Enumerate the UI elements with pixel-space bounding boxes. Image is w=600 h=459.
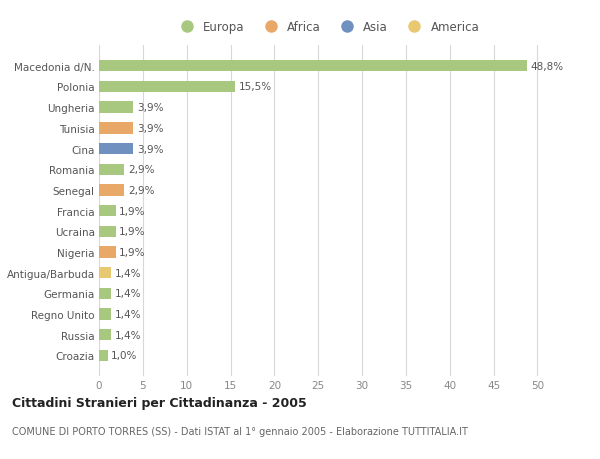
Text: 1,9%: 1,9% bbox=[119, 206, 146, 216]
Text: COMUNE DI PORTO TORRES (SS) - Dati ISTAT al 1° gennaio 2005 - Elaborazione TUTTI: COMUNE DI PORTO TORRES (SS) - Dati ISTAT… bbox=[12, 426, 468, 436]
Text: 3,9%: 3,9% bbox=[137, 103, 163, 113]
Text: 2,9%: 2,9% bbox=[128, 165, 154, 175]
Bar bbox=[99, 185, 124, 196]
Text: 1,9%: 1,9% bbox=[119, 247, 146, 257]
Bar bbox=[99, 82, 235, 93]
Bar bbox=[99, 206, 116, 217]
Bar bbox=[99, 102, 133, 113]
Bar bbox=[99, 268, 111, 279]
Text: 1,4%: 1,4% bbox=[115, 330, 141, 340]
Text: 1,4%: 1,4% bbox=[115, 268, 141, 278]
Bar bbox=[99, 309, 111, 320]
Text: 3,9%: 3,9% bbox=[137, 144, 163, 154]
Bar bbox=[99, 330, 111, 341]
Bar bbox=[99, 61, 527, 72]
Text: Cittadini Stranieri per Cittadinanza - 2005: Cittadini Stranieri per Cittadinanza - 2… bbox=[12, 396, 307, 409]
Text: 1,4%: 1,4% bbox=[115, 289, 141, 299]
Text: 1,0%: 1,0% bbox=[111, 351, 137, 361]
Text: 1,9%: 1,9% bbox=[119, 227, 146, 237]
Bar bbox=[99, 123, 133, 134]
Legend: Europa, Africa, Asia, America: Europa, Africa, Asia, America bbox=[172, 19, 482, 37]
Bar bbox=[99, 164, 124, 175]
Bar bbox=[99, 247, 116, 258]
Text: 1,4%: 1,4% bbox=[115, 309, 141, 319]
Text: 2,9%: 2,9% bbox=[128, 185, 154, 196]
Bar bbox=[99, 144, 133, 155]
Bar bbox=[99, 288, 111, 299]
Text: 15,5%: 15,5% bbox=[238, 82, 272, 92]
Text: 48,8%: 48,8% bbox=[530, 62, 563, 72]
Bar bbox=[99, 226, 116, 237]
Text: 3,9%: 3,9% bbox=[137, 123, 163, 134]
Bar bbox=[99, 350, 108, 361]
